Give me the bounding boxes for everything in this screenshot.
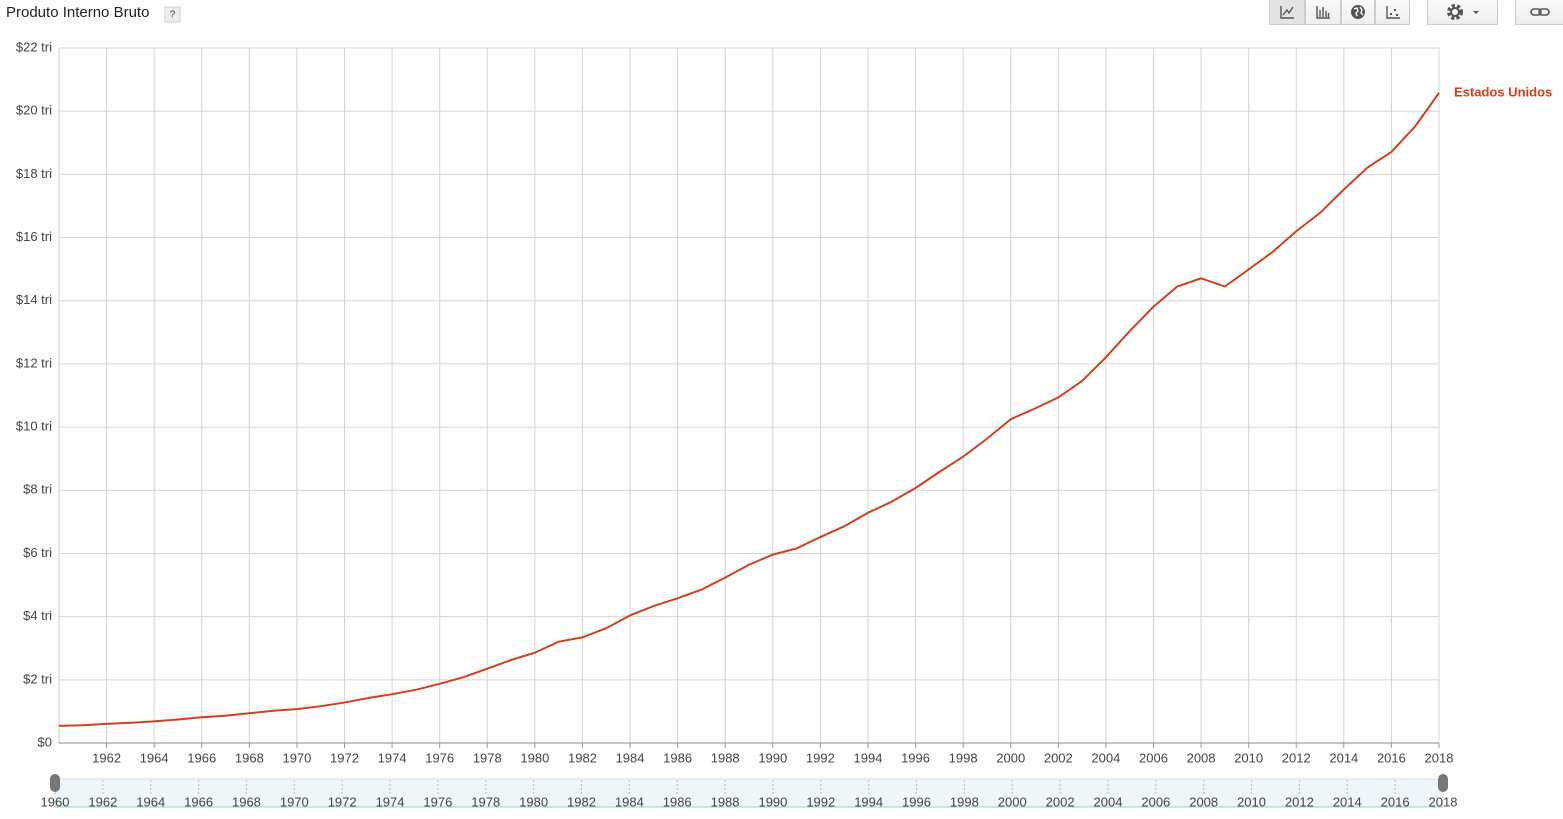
timeline-label: 1976 bbox=[423, 794, 452, 809]
timeline-label: 1992 bbox=[806, 794, 835, 809]
icon bbox=[1529, 8, 1550, 16]
icon bbox=[1280, 6, 1294, 19]
icon bbox=[1446, 4, 1479, 20]
timeline-label: 1982 bbox=[567, 794, 596, 809]
timeline-label: 2016 bbox=[1381, 794, 1410, 809]
x-tick-label: 2012 bbox=[1282, 750, 1311, 765]
y-tick-label: $2 tri bbox=[23, 671, 52, 686]
timeline-label: 1980 bbox=[519, 794, 548, 809]
x-tick-label: 1986 bbox=[663, 750, 692, 765]
y-tick-label: $0 bbox=[38, 734, 52, 749]
timeline-label: 1984 bbox=[615, 794, 644, 809]
timeline-label: 1968 bbox=[232, 794, 261, 809]
timeline-handle[interactable] bbox=[50, 774, 60, 792]
timeline-label: 1972 bbox=[328, 794, 357, 809]
x-tick-label: 1980 bbox=[520, 750, 549, 765]
y-tick-label: $4 tri bbox=[23, 608, 52, 623]
x-tick-label: 1968 bbox=[235, 750, 264, 765]
x-tick-label: 2008 bbox=[1187, 750, 1216, 765]
timeline-label: 2006 bbox=[1141, 794, 1170, 809]
timeline-label: 1990 bbox=[758, 794, 787, 809]
y-tick-label: $12 tri bbox=[16, 355, 52, 370]
x-tick-label: 1982 bbox=[568, 750, 597, 765]
x-tick-label: 1962 bbox=[92, 750, 121, 765]
x-tick-label: 1974 bbox=[378, 750, 407, 765]
timeline-label: 1986 bbox=[663, 794, 692, 809]
x-tick-label: 2004 bbox=[1091, 750, 1120, 765]
icon bbox=[1385, 6, 1400, 19]
x-tick-label: 1978 bbox=[473, 750, 502, 765]
timeline-label: 1994 bbox=[854, 794, 883, 809]
scatter-chart-button[interactable] bbox=[1375, 0, 1410, 25]
timeline-label: 2000 bbox=[998, 794, 1027, 809]
x-tick-label: 1976 bbox=[425, 750, 454, 765]
x-tick-label: 1990 bbox=[758, 750, 787, 765]
x-tick-label: 2006 bbox=[1139, 750, 1168, 765]
x-tick-label: 2014 bbox=[1329, 750, 1358, 765]
x-tick-label: 1984 bbox=[616, 750, 645, 765]
bar-chart-button[interactable] bbox=[1305, 0, 1341, 25]
series-label: Estados Unidos bbox=[1454, 84, 1552, 99]
y-tick-label: $22 tri bbox=[16, 39, 52, 54]
x-tick-label: 1972 bbox=[330, 750, 359, 765]
x-tick-label: 2018 bbox=[1425, 750, 1454, 765]
timeline-label: 2002 bbox=[1046, 794, 1075, 809]
timeline-label: 1964 bbox=[136, 794, 165, 809]
x-tick-label: 1998 bbox=[949, 750, 978, 765]
y-tick-label: $16 tri bbox=[16, 229, 52, 244]
map-chart-button[interactable] bbox=[1341, 0, 1375, 25]
y-tick-label: $20 tri bbox=[16, 103, 52, 118]
timeline-label: 2008 bbox=[1189, 794, 1218, 809]
timeline-label: 1974 bbox=[376, 794, 405, 809]
x-tick-label: 1994 bbox=[854, 750, 883, 765]
timeline-label: 2018 bbox=[1429, 794, 1458, 809]
y-tick-label: $6 tri bbox=[23, 545, 52, 560]
y-tick-label: $14 tri bbox=[16, 292, 52, 307]
x-tick-label: 1966 bbox=[187, 750, 216, 765]
y-tick-label: $10 tri bbox=[16, 419, 52, 434]
timeline-label: 1970 bbox=[280, 794, 309, 809]
timeline-label: 2014 bbox=[1333, 794, 1362, 809]
timeline-label: 1960 bbox=[41, 794, 70, 809]
timeline-label: 1996 bbox=[902, 794, 931, 809]
timeline-label: 1988 bbox=[711, 794, 740, 809]
x-tick-label: 1992 bbox=[806, 750, 835, 765]
x-tick-label: 2000 bbox=[996, 750, 1025, 765]
x-tick-label: 1964 bbox=[140, 750, 169, 765]
timeline-handle[interactable] bbox=[1438, 774, 1448, 792]
x-tick-label: 2010 bbox=[1234, 750, 1263, 765]
settings-button[interactable] bbox=[1427, 0, 1498, 25]
timeline-label: 1966 bbox=[184, 794, 213, 809]
x-tick-label: 2016 bbox=[1377, 750, 1406, 765]
help-text[interactable]: ? bbox=[170, 10, 176, 21]
line-chart-button[interactable] bbox=[1269, 0, 1305, 25]
y-tick-label: $8 tri bbox=[23, 482, 52, 497]
x-tick-label: 1988 bbox=[711, 750, 740, 765]
chart-title: Produto Interno Bruto bbox=[6, 4, 149, 21]
timeline-label: 1978 bbox=[471, 794, 500, 809]
x-tick-label: 2002 bbox=[1044, 750, 1073, 765]
timeline-label: 1962 bbox=[88, 794, 117, 809]
timeline-label: 1998 bbox=[950, 794, 979, 809]
timeline-track bbox=[54, 778, 1444, 808]
x-tick-label: 1970 bbox=[282, 750, 311, 765]
x-tick-label: 1996 bbox=[901, 750, 930, 765]
link-button[interactable] bbox=[1515, 0, 1563, 25]
plot-area bbox=[58, 47, 1440, 744]
timeline-label: 2004 bbox=[1094, 794, 1123, 809]
timeline-label: 2010 bbox=[1237, 794, 1266, 809]
icon bbox=[1316, 6, 1330, 19]
y-tick-label: $18 tri bbox=[16, 166, 52, 181]
data-line bbox=[58, 92, 1440, 727]
timeline-label: 2012 bbox=[1285, 794, 1314, 809]
icon bbox=[1351, 5, 1365, 19]
help-button[interactable] bbox=[164, 6, 181, 23]
